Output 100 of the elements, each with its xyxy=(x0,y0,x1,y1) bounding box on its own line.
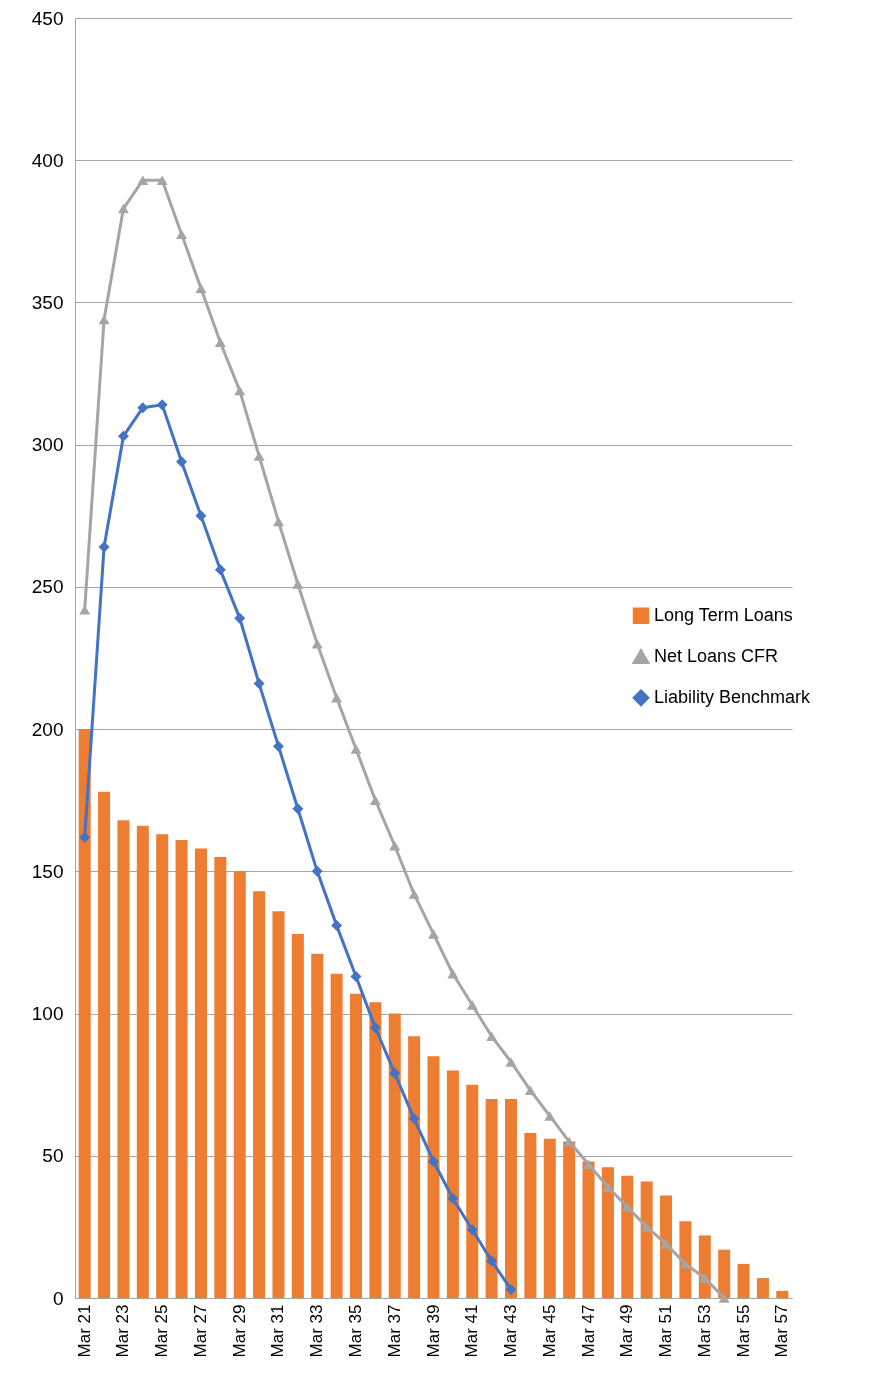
y-tick-label: 300 xyxy=(31,434,64,456)
point xyxy=(234,612,246,624)
point xyxy=(214,564,226,576)
point xyxy=(79,831,91,843)
bar xyxy=(621,1175,634,1298)
bar xyxy=(543,1138,556,1298)
point xyxy=(660,1239,672,1249)
bar xyxy=(175,840,188,1298)
point xyxy=(234,385,246,396)
bar xyxy=(330,973,343,1298)
point xyxy=(331,693,343,703)
x-tick-label: Mar 29 xyxy=(229,1304,249,1358)
x-tick-label: Mar 33 xyxy=(307,1304,327,1358)
point xyxy=(447,1192,459,1204)
point xyxy=(176,229,188,239)
point xyxy=(389,840,401,851)
bar xyxy=(311,953,324,1298)
point xyxy=(408,889,420,899)
bar xyxy=(640,1181,653,1298)
x-tick-label: Mar 39 xyxy=(423,1304,443,1358)
y-tick-label: 450 xyxy=(31,7,64,29)
y-tick-label: 100 xyxy=(31,1003,64,1025)
point xyxy=(466,1224,478,1236)
x-tick-label: Mar 51 xyxy=(656,1304,676,1358)
point xyxy=(253,451,265,461)
point xyxy=(273,516,284,527)
bar xyxy=(291,933,304,1298)
point xyxy=(350,971,362,983)
bar xyxy=(776,1290,789,1298)
bar xyxy=(737,1263,750,1298)
bar xyxy=(117,820,130,1298)
bar xyxy=(756,1278,769,1298)
bar xyxy=(369,1002,382,1298)
bar xyxy=(698,1235,711,1298)
bar xyxy=(524,1133,537,1298)
bar xyxy=(253,891,266,1298)
point xyxy=(466,1000,478,1010)
bar xyxy=(349,993,362,1298)
x-tick-label: Mar 21 xyxy=(74,1304,94,1358)
point xyxy=(621,1202,633,1212)
bar xyxy=(78,729,91,1298)
point xyxy=(156,399,168,411)
point xyxy=(544,1111,556,1121)
bar xyxy=(136,825,149,1298)
bar xyxy=(233,871,246,1298)
point xyxy=(311,639,323,649)
bar xyxy=(601,1167,614,1298)
point xyxy=(428,929,439,939)
point xyxy=(195,510,207,522)
bar xyxy=(505,1098,518,1298)
bar xyxy=(98,791,111,1298)
bar xyxy=(388,1013,401,1298)
y-tick-label: 150 xyxy=(31,860,64,882)
bar xyxy=(156,834,169,1298)
point xyxy=(137,402,149,414)
x-tick-label: Mar 49 xyxy=(617,1304,637,1358)
bar xyxy=(214,857,227,1298)
point xyxy=(273,740,284,752)
point xyxy=(137,175,149,185)
point xyxy=(98,314,110,325)
x-tick-label: Mar 41 xyxy=(462,1304,482,1358)
bar xyxy=(272,911,285,1298)
bar xyxy=(466,1084,479,1298)
point xyxy=(718,1293,730,1303)
y-tick-label: 0 xyxy=(52,1287,64,1309)
point xyxy=(117,203,129,214)
y-tick-label: 200 xyxy=(31,718,64,740)
x-tick-label: Mar 37 xyxy=(384,1304,404,1358)
y-tick-label: 350 xyxy=(31,291,64,313)
y-tick-label: 250 xyxy=(31,576,64,598)
x-tick-label: Mar 53 xyxy=(694,1304,714,1358)
bar xyxy=(679,1221,692,1298)
legend-label: Long Term Loans xyxy=(654,604,793,625)
point xyxy=(369,795,381,805)
point xyxy=(331,919,343,931)
x-tick-label: Mar 57 xyxy=(772,1304,792,1358)
y-tick-label: 400 xyxy=(31,149,64,171)
x-tick-label: Mar 55 xyxy=(733,1304,753,1358)
point xyxy=(486,1031,498,1042)
x-tick-label: Mar 31 xyxy=(268,1304,288,1358)
point xyxy=(292,579,304,589)
point xyxy=(389,1067,401,1079)
x-tick-label: Mar 27 xyxy=(190,1304,210,1358)
x-tick-label: Mar 45 xyxy=(539,1304,559,1358)
bar xyxy=(582,1161,595,1298)
point xyxy=(563,1136,575,1147)
point xyxy=(176,456,188,468)
point xyxy=(486,1255,498,1267)
bar xyxy=(408,1036,421,1298)
bar xyxy=(446,1070,459,1298)
bar xyxy=(485,1098,498,1298)
point xyxy=(428,1155,439,1167)
point xyxy=(292,803,304,815)
y-tick-label: 50 xyxy=(42,1145,64,1167)
bar xyxy=(718,1249,731,1298)
point xyxy=(214,337,226,348)
point xyxy=(602,1182,614,1192)
bar xyxy=(563,1141,576,1298)
point xyxy=(195,283,207,293)
x-tick-label: Mar 25 xyxy=(152,1304,172,1358)
